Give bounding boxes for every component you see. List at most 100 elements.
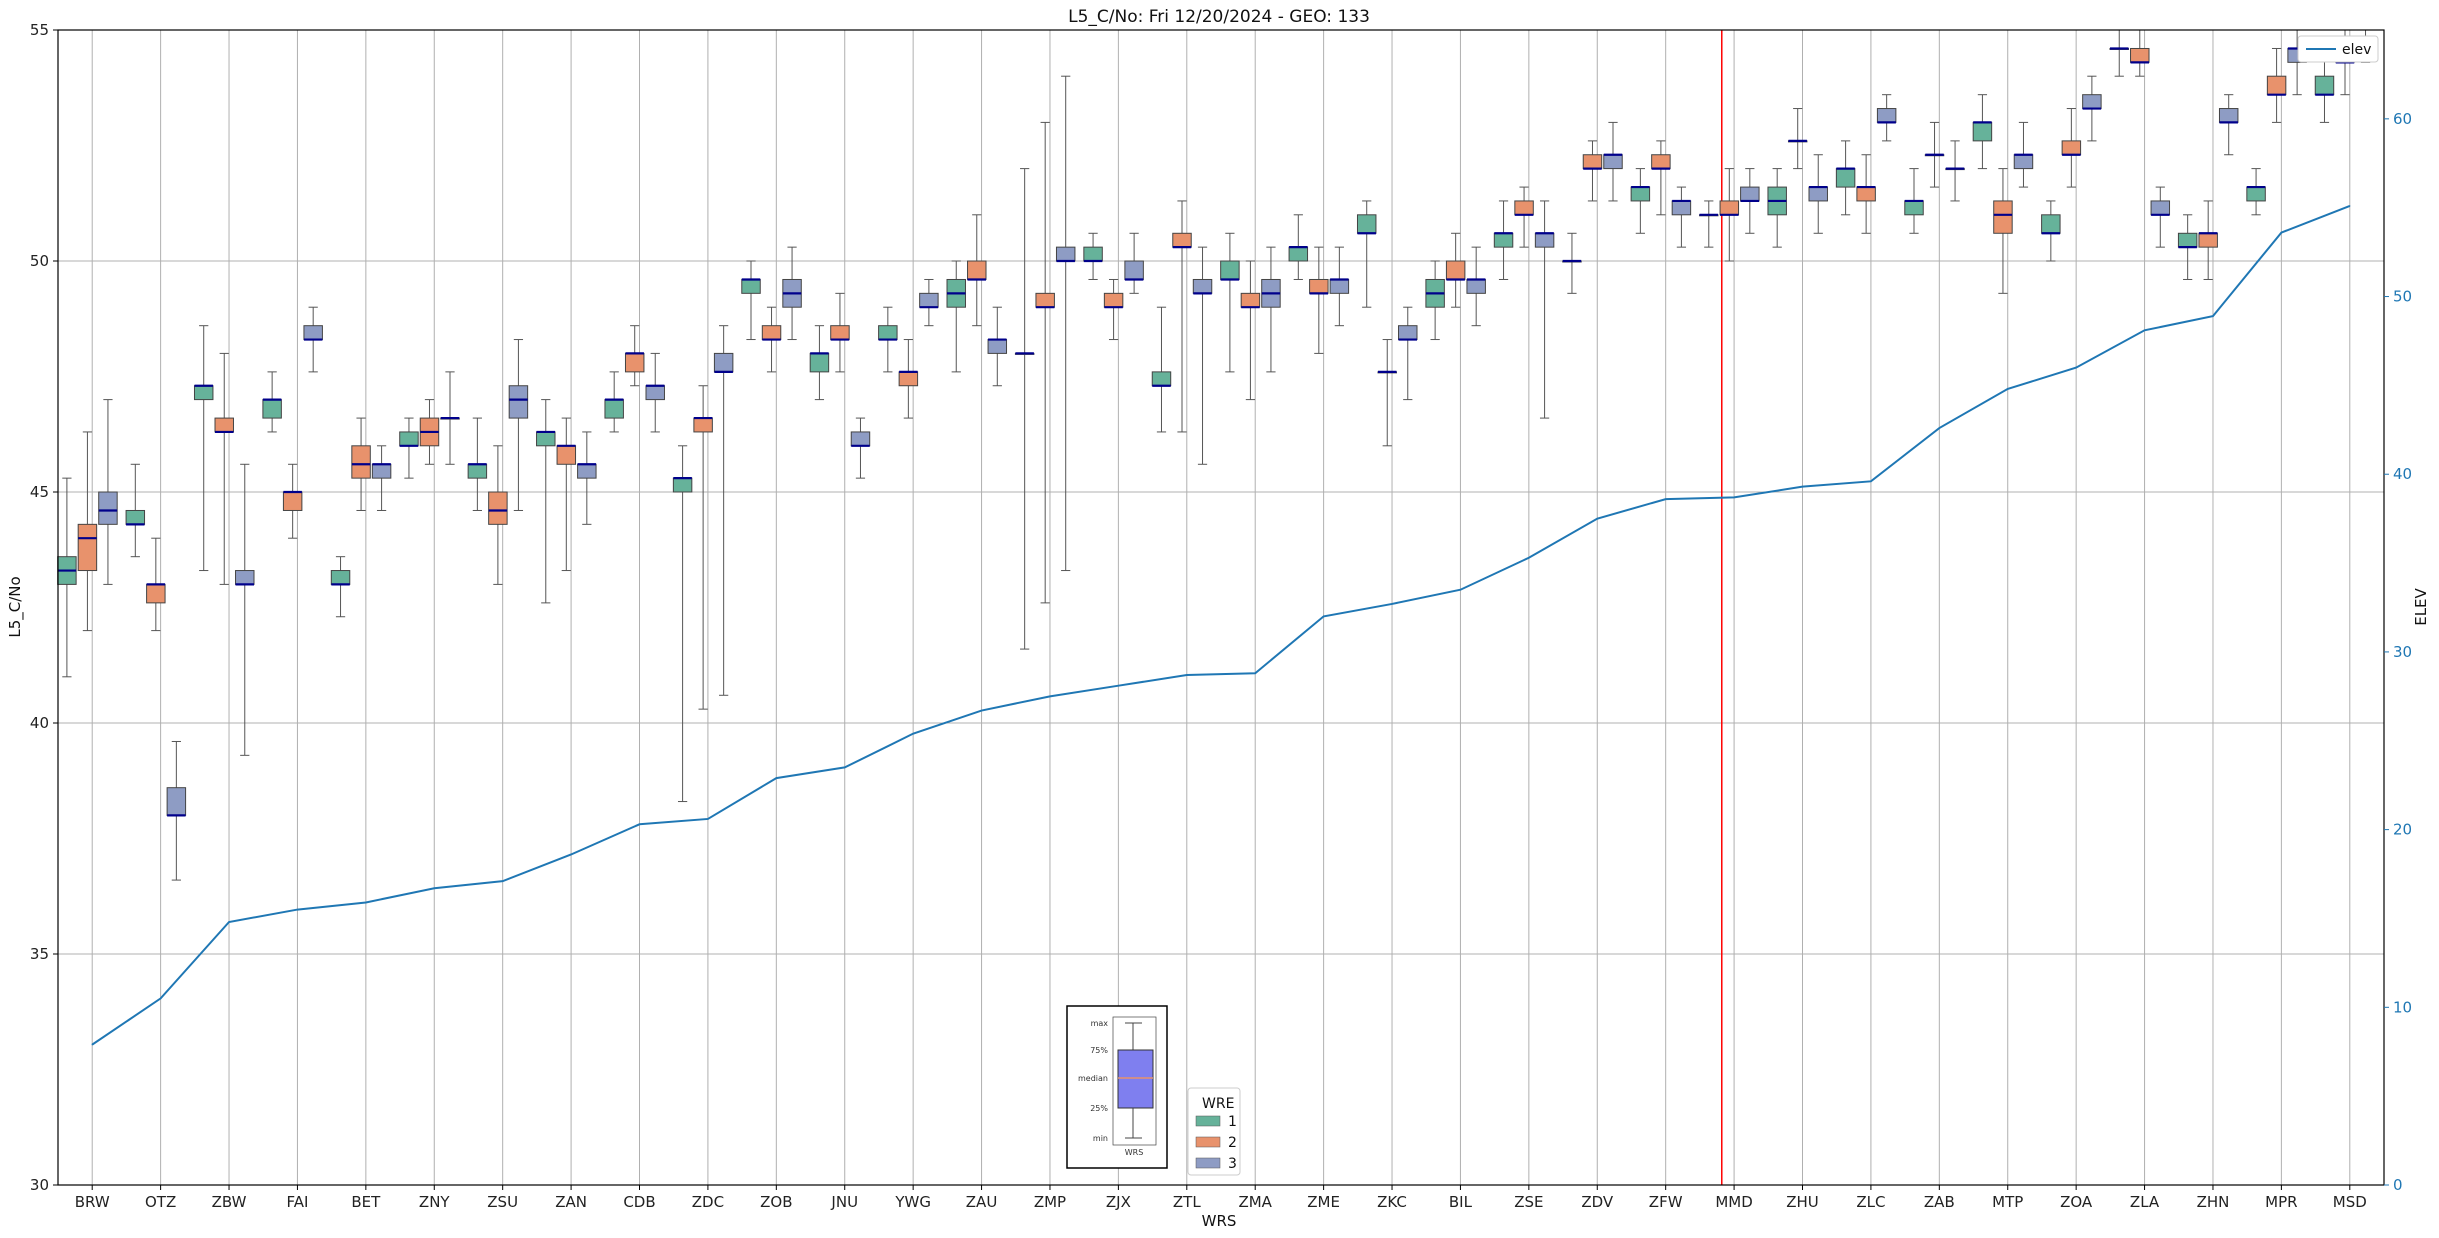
elev-point [1938,427,1940,429]
box-BIL-wre2 [1445,232,1466,308]
y-right-tick-label: 60 [2393,110,2412,128]
box-body [1534,232,1555,248]
box-OTZ-wre3 [166,740,187,881]
x-tick-label: ZMA [1238,1193,1272,1211]
x-tick-label: FAI [286,1193,308,1211]
box-body [1398,325,1418,341]
x-tick-label: ZME [1307,1193,1340,1211]
wre-legend-title: WRE [1202,1096,1234,1112]
box-BIL-wre3 [1466,246,1486,327]
elev-legend-label: elev [2342,42,2371,58]
box-ZME-wre3 [1329,246,1350,327]
box-body [850,431,871,447]
grid-layer [58,30,2384,1185]
box-MTP-wre3 [2013,121,2034,188]
elev-point [1254,672,1256,674]
box-ZMP-wre3 [1055,75,1076,572]
box-body [987,339,1008,354]
box-body [235,570,255,585]
box-BET-wre1 [330,556,351,618]
box-body [193,385,214,401]
elev-point [2143,329,2146,331]
x-tick-label: ZAN [555,1193,587,1211]
elev-point [2280,231,2282,234]
x-tick-label: BIL [1449,1193,1473,1211]
box-ZHN-wre2 [2198,200,2218,280]
box-body [1151,371,1172,387]
x-tick-label: ZHN [2197,1193,2230,1211]
box-body [399,431,419,447]
box-ZNY-wre1 [399,417,419,479]
box-body [1651,154,1671,170]
elev-point [1049,695,1051,697]
box-ZAN-wre3 [577,431,597,525]
box-CDB-wre3 [645,352,665,433]
box-ZLA-wre2 [2130,29,2150,77]
x-tick-label: BET [351,1193,381,1211]
box-body [1124,260,1144,280]
box-ZKC-wre3 [1398,306,1418,401]
elev-point [91,1044,93,1046]
x-tick-label: YWG [894,1193,931,1211]
box-ZFW-wre3 [1671,186,1692,248]
key-x-label: WRS [1125,1148,1144,1157]
box-ZMP-wre2 [1035,121,1055,604]
y-tick-label: 40 [30,714,49,732]
y-right-tick-label: 30 [2393,643,2412,661]
box-ZMA-wre1 [1220,232,1240,373]
elev-point [1733,496,1735,498]
elev-point [1186,674,1188,676]
box-body [1856,186,1876,202]
y-right-tick-label: 0 [2393,1176,2403,1194]
x-tick-label: CDB [623,1193,655,1211]
box-body [878,325,898,341]
box-body [741,278,761,294]
y-axis-label-right: ELEV [2412,587,2430,625]
box-ZHU-wre3 [1808,154,1828,234]
box-body [1630,186,1651,202]
box-body [1103,292,1124,308]
box-YWG-wre3 [919,278,939,327]
box-body [371,463,392,479]
wre-1-swatch [1195,1115,1221,1127]
x-tick-label: ZNY [419,1193,450,1211]
box-body [2314,75,2335,96]
box-body [166,787,187,816]
box-body [1993,200,2013,234]
elev-point [1596,518,1598,520]
box-body [1808,186,1828,202]
elev-point [638,823,641,825]
x-tick-label: ZDV [1581,1193,1614,1211]
box-ZME-wre2 [1309,246,1329,354]
box-body [1582,154,1603,170]
x-tick-label: ZSE [1514,1193,1543,1211]
box-body [2198,232,2218,248]
box-ZOB-wre3 [782,246,802,341]
box-ZFW-wre2 [1651,140,1671,216]
x-tick-label: ZTL [1173,1193,1201,1211]
box-layer [57,29,2376,881]
box-body [898,371,919,387]
box-ZOB-wre2 [761,306,782,373]
box-body [1740,186,1760,202]
box-CDB-wre1 [604,371,624,433]
elev-point [502,880,504,882]
x-tick-label: ZOA [2060,1193,2093,1211]
box-body [1192,278,1213,294]
box-ZFW-wre1 [1630,168,1651,234]
elev-point [980,709,983,712]
box-ZAB-wre2 [1924,121,1945,188]
elev-point [2007,388,2009,390]
elev-point [1665,498,1667,500]
box-ZLC-wre1 [1835,140,1856,216]
elev-point [1870,480,1872,482]
box-ZME-wre1 [1288,214,1309,280]
box-body [2266,75,2287,96]
box-ZNY-wre2 [419,399,440,465]
box-ZAN-wre2 [556,417,577,572]
box-ZSU-wre3 [508,339,529,511]
box-YWG-wre2 [898,339,919,419]
box-ZHN-wre1 [2177,214,2198,280]
x-tick-label: ZJX [1106,1193,1131,1211]
